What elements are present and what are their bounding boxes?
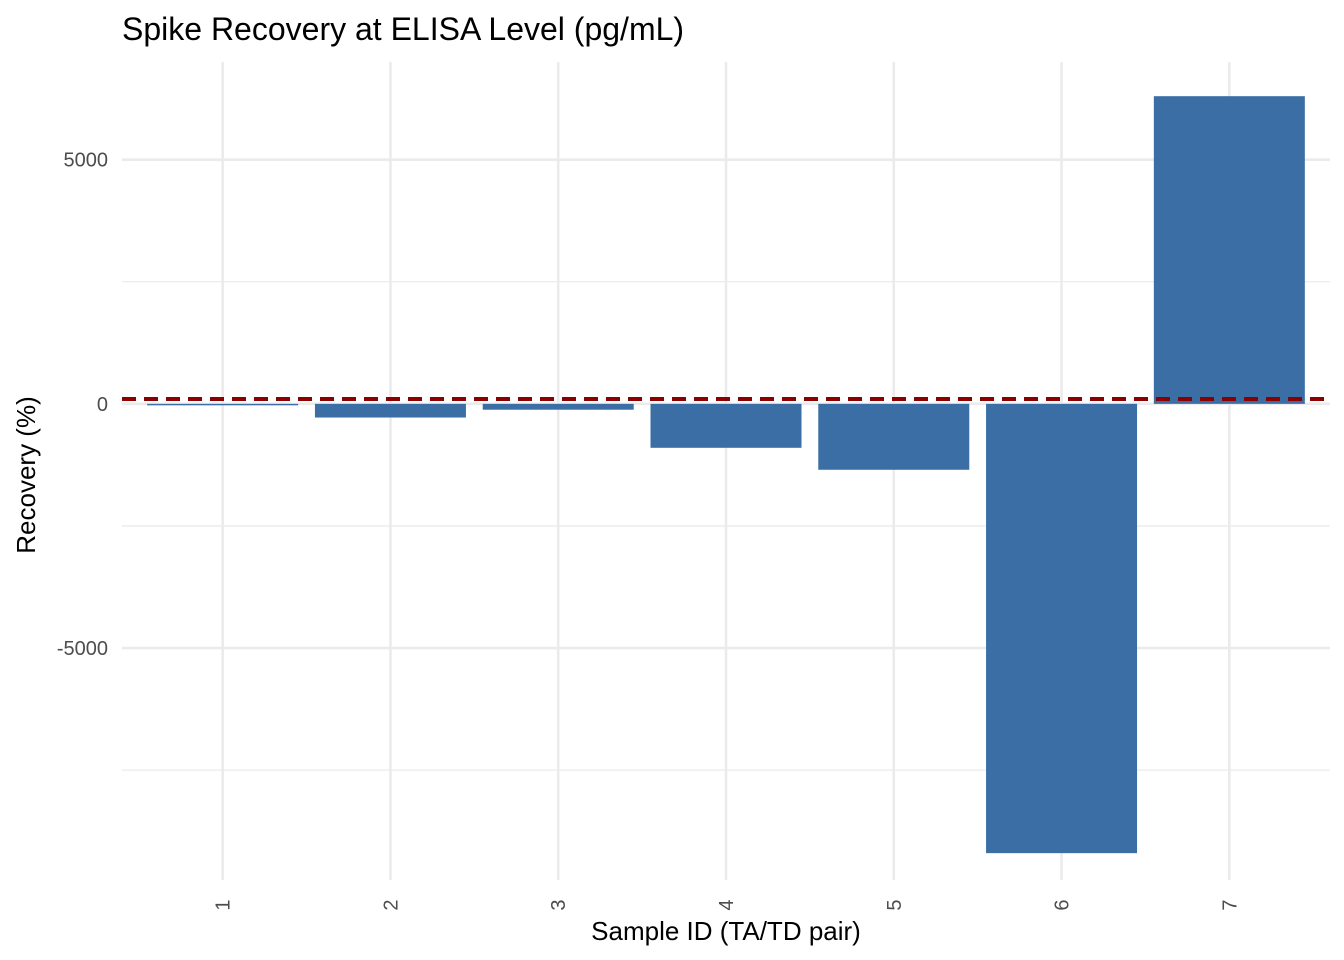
bar-sample-6 [986,403,1138,854]
x-tick-label: 5 [884,899,906,910]
bar-sample-4 [650,403,802,448]
x-tick-label: 2 [380,899,402,910]
grid-layer [122,62,1330,880]
bar-sample-2 [314,403,466,418]
y-tick-label: 5000 [64,150,109,172]
y-tick-label: 0 [97,394,108,416]
x-tick-label: 7 [1219,899,1241,910]
x-tick-label: 1 [213,899,235,910]
x-axis-title: Sample ID (TA/TD pair) [591,916,861,946]
y-axis-title: Recovery (%) [11,396,41,553]
bar-sample-3 [482,403,634,410]
y-tick-label: -5000 [57,638,108,660]
chart-title: Spike Recovery at ELISA Level (pg/mL) [122,11,684,47]
bar-layer [147,96,1305,854]
bar-sample-5 [818,403,970,470]
axis-layer: -5000 0 5000 1 2 3 4 5 6 7 [57,150,1241,911]
x-tick-label: 3 [548,899,570,910]
x-tick-label: 4 [716,899,738,910]
x-tick-label: 6 [1052,899,1074,910]
bar-sample-7 [1153,96,1305,404]
bar-sample-1 [147,403,299,406]
